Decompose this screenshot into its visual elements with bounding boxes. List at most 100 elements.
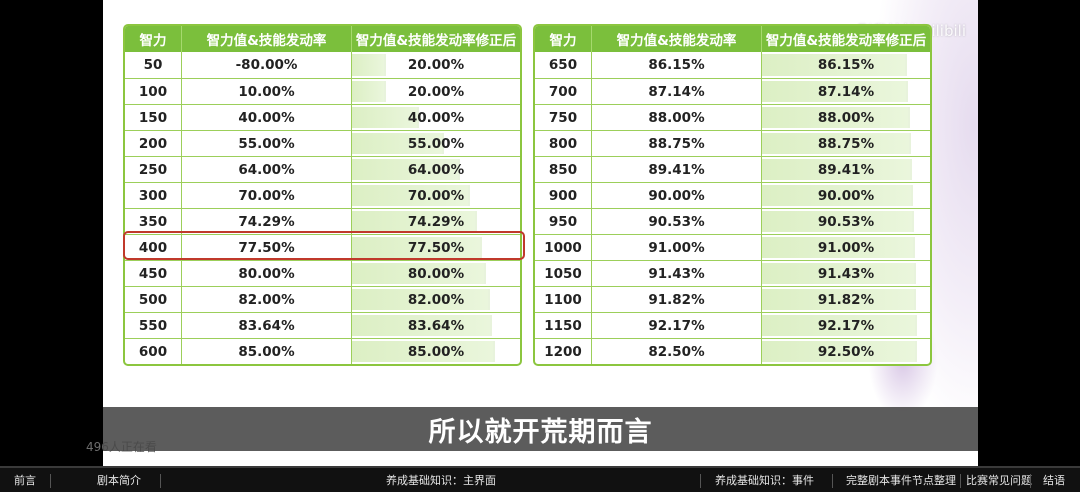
fixed-rate-cell: 20.00%: [351, 79, 520, 104]
table-row: 550 83.64% 83.64%: [125, 312, 520, 338]
table-row: 150 40.00% 40.00%: [125, 104, 520, 130]
fixed-rate-bar: [352, 237, 483, 258]
header-intel: 智力: [139, 33, 167, 49]
fixed-rate-value: 89.41%: [817, 161, 875, 178]
fixed-rate-bar: [352, 289, 490, 310]
subtitle-band: 所以就开荒期而言: [103, 407, 978, 451]
fixed-rate-bar: [762, 237, 915, 258]
table-header: 智力 智力值&技能发动率 智力值&技能发动率修正后: [535, 26, 930, 52]
fixed-rate-value: 20.00%: [407, 57, 465, 73]
fixed-rate-value: 91.43%: [817, 265, 875, 282]
fixed-rate-cell: 88.75%: [761, 131, 930, 156]
chapter-divider: [960, 474, 961, 488]
video-frame: 剧我柚柚 bilibili 智力 智力值&技能发动率 智力值&技能发动率修正后 …: [103, 0, 978, 468]
table-row: 650 86.15% 86.15%: [535, 52, 930, 78]
intel-value: 200: [138, 135, 168, 152]
rate-value: 70.00%: [181, 183, 351, 208]
fixed-rate-cell: 85.00%: [351, 339, 520, 364]
fixed-rate-cell: 20.00%: [351, 52, 520, 78]
intel-value: 50: [143, 57, 163, 73]
rate-value: 90.53%: [591, 209, 761, 234]
rate-value: 86.15%: [591, 52, 761, 78]
rate-value: 85.00%: [181, 339, 351, 364]
intel-table-left: 智力 智力值&技能发动率 智力值&技能发动率修正后 50 -80.00% 20.00…: [123, 24, 522, 366]
fixed-rate-cell: 87.14%: [761, 79, 930, 104]
table-header: 智力 智力值&技能发动率 智力值&技能发动率修正后: [125, 26, 520, 52]
fixed-rate-bar: [762, 107, 910, 128]
rate-value: 40.00%: [181, 105, 351, 130]
intel-value: 700: [548, 83, 578, 100]
table-row: 100 10.00% 20.00%: [125, 78, 520, 104]
table-row: 350 74.29% 74.29%: [125, 208, 520, 234]
chapter-item[interactable]: 结语: [1043, 474, 1065, 487]
fixed-rate-value: 77.50%: [407, 239, 465, 256]
chapter-item[interactable]: 前言: [14, 474, 36, 487]
fixed-rate-cell: 88.00%: [761, 105, 930, 130]
fixed-rate-value: 64.00%: [407, 161, 465, 178]
fixed-rate-cell: 40.00%: [351, 105, 520, 130]
intel-value: 950: [548, 213, 578, 230]
fixed-rate-value: 92.50%: [817, 343, 875, 360]
intel-value: 1100: [544, 291, 582, 308]
intel-value: 1050: [544, 265, 582, 282]
fixed-rate-cell: 70.00%: [351, 183, 520, 208]
rate-value: 89.41%: [591, 157, 761, 182]
subtitle-text: 所以就开荒期而言: [428, 416, 653, 448]
rate-value: 91.00%: [591, 235, 761, 260]
table-row: 1050 91.43% 91.43%: [535, 260, 930, 286]
fixed-rate-value: 55.00%: [407, 135, 465, 152]
intel-value: 850: [548, 161, 578, 178]
highlighted-row-frame: [123, 231, 525, 260]
fixed-rate-bar: [762, 263, 916, 284]
intel-value: 650: [548, 57, 578, 73]
chapter-divider: [1030, 474, 1031, 488]
table-row: 600 85.00% 85.00%: [125, 338, 520, 364]
header-fixed-rate: 智力值&技能发动率修正后: [351, 26, 520, 52]
rate-value: 88.75%: [591, 131, 761, 156]
intel-value: 1000: [544, 239, 582, 256]
table-row: 500 82.00% 82.00%: [125, 286, 520, 312]
fixed-rate-value: 88.00%: [817, 109, 875, 126]
fixed-rate-cell: 90.00%: [761, 183, 930, 208]
fixed-rate-cell: 91.00%: [761, 235, 930, 260]
intel-table-right: 智力 智力值&技能发动率 智力值&技能发动率修正后 650 86.15% 86.15…: [533, 24, 932, 366]
fixed-rate-value: 80.00%: [407, 265, 465, 282]
table-row: 1150 92.17% 92.17%: [535, 312, 930, 338]
fixed-rate-cell: 90.53%: [761, 209, 930, 234]
chapter-item[interactable]: 养成基础知识：主界面: [386, 474, 496, 487]
intel-value: 750: [548, 109, 578, 126]
fixed-rate-value: 90.53%: [817, 213, 875, 230]
table-row: 1200 82.50% 92.50%: [535, 338, 930, 364]
fixed-rate-bar: [352, 159, 460, 180]
rate-value: 80.00%: [181, 261, 351, 286]
chapter-divider: [50, 474, 51, 488]
header-intel: 智力: [549, 33, 577, 49]
fixed-rate-value: 87.14%: [817, 83, 875, 100]
intel-value: 150: [138, 109, 168, 126]
intel-value: 500: [138, 291, 168, 308]
chapter-item[interactable]: 比赛常见问题: [966, 474, 1032, 487]
chapter-item[interactable]: 养成基础知识：事件: [715, 474, 814, 487]
fixed-rate-value: 88.75%: [817, 135, 875, 152]
fixed-rate-bar: [762, 341, 918, 362]
fixed-rate-cell: 89.41%: [761, 157, 930, 182]
table-row: 250 64.00% 64.00%: [125, 156, 520, 182]
table-row: 900 90.00% 90.00%: [535, 182, 930, 208]
fixed-rate-cell: 91.43%: [761, 261, 930, 286]
chapter-item[interactable]: 剧本简介: [97, 474, 141, 487]
intel-value: 400: [138, 239, 168, 256]
chapter-item[interactable]: 完整剧本事件节点整理: [846, 474, 956, 487]
rate-value: 91.82%: [591, 287, 761, 312]
table-row: 850 89.41% 89.41%: [535, 156, 930, 182]
intel-value: 450: [138, 265, 168, 282]
header-rate: 智力值&技能发动率: [591, 26, 761, 52]
fixed-rate-bar: [762, 289, 917, 310]
intel-value: 600: [138, 343, 168, 360]
fixed-rate-bar: [352, 185, 470, 206]
rate-value: 87.14%: [591, 79, 761, 104]
intel-value: 550: [138, 317, 168, 334]
fixed-rate-bar: [762, 185, 914, 206]
fixed-rate-bar: [352, 211, 477, 232]
table-row: 50 -80.00% 20.00%: [125, 52, 520, 78]
fixed-rate-bar: [352, 341, 495, 362]
